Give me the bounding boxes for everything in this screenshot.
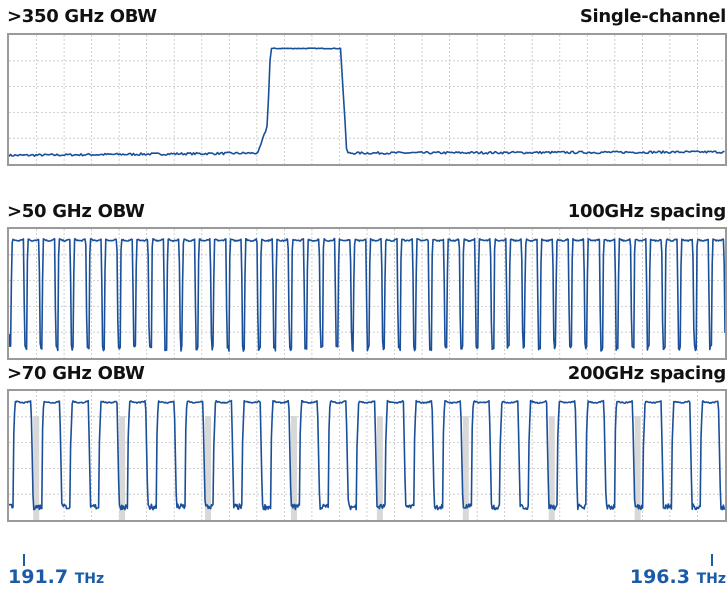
panel-1-label: Single-channel [579, 6, 726, 27]
panel-1-title: >350 GHz OBW [7, 6, 157, 27]
spectrum-panel-200ghz [7, 389, 727, 522]
axis-tick-max [711, 554, 713, 566]
spectrum-plot-3 [9, 391, 725, 520]
spectrum-plot-1 [9, 35, 725, 164]
grid [9, 35, 725, 164]
gap-marker [462, 416, 469, 520]
single-channel-trace [9, 47, 725, 157]
panel-3-title: >70 GHz OBW [7, 363, 145, 384]
spectrum-panel-100ghz [7, 227, 727, 360]
gap-marker [634, 416, 641, 520]
axis-tick-min [23, 554, 25, 566]
panel-2-label: 100GHz spacing [567, 201, 727, 222]
axis-min-value: 191.7 [8, 566, 69, 588]
axis-min-unit: THz [74, 571, 105, 587]
spectrum-panel-single-channel [7, 33, 727, 166]
panel-3-label: 200GHz spacing [567, 363, 727, 384]
axis-max-value: 196.3 [629, 566, 690, 588]
comb-trace-100ghz [9, 237, 725, 352]
gap-marker [205, 416, 212, 520]
gap-marker [290, 416, 297, 520]
comb-trace-200ghz [9, 399, 725, 511]
gap-marker [33, 416, 40, 520]
gap-marker [119, 416, 126, 520]
axis-min-label: 191.7 THz [8, 566, 104, 590]
gap-marker [376, 416, 383, 520]
gap-marker [548, 416, 555, 520]
axis-max-label: 196.3 THz [630, 566, 726, 590]
spectrum-plot-2 [9, 229, 725, 358]
panel-2-title: >50 GHz OBW [7, 201, 145, 222]
axis-max-unit: THz [696, 571, 726, 587]
